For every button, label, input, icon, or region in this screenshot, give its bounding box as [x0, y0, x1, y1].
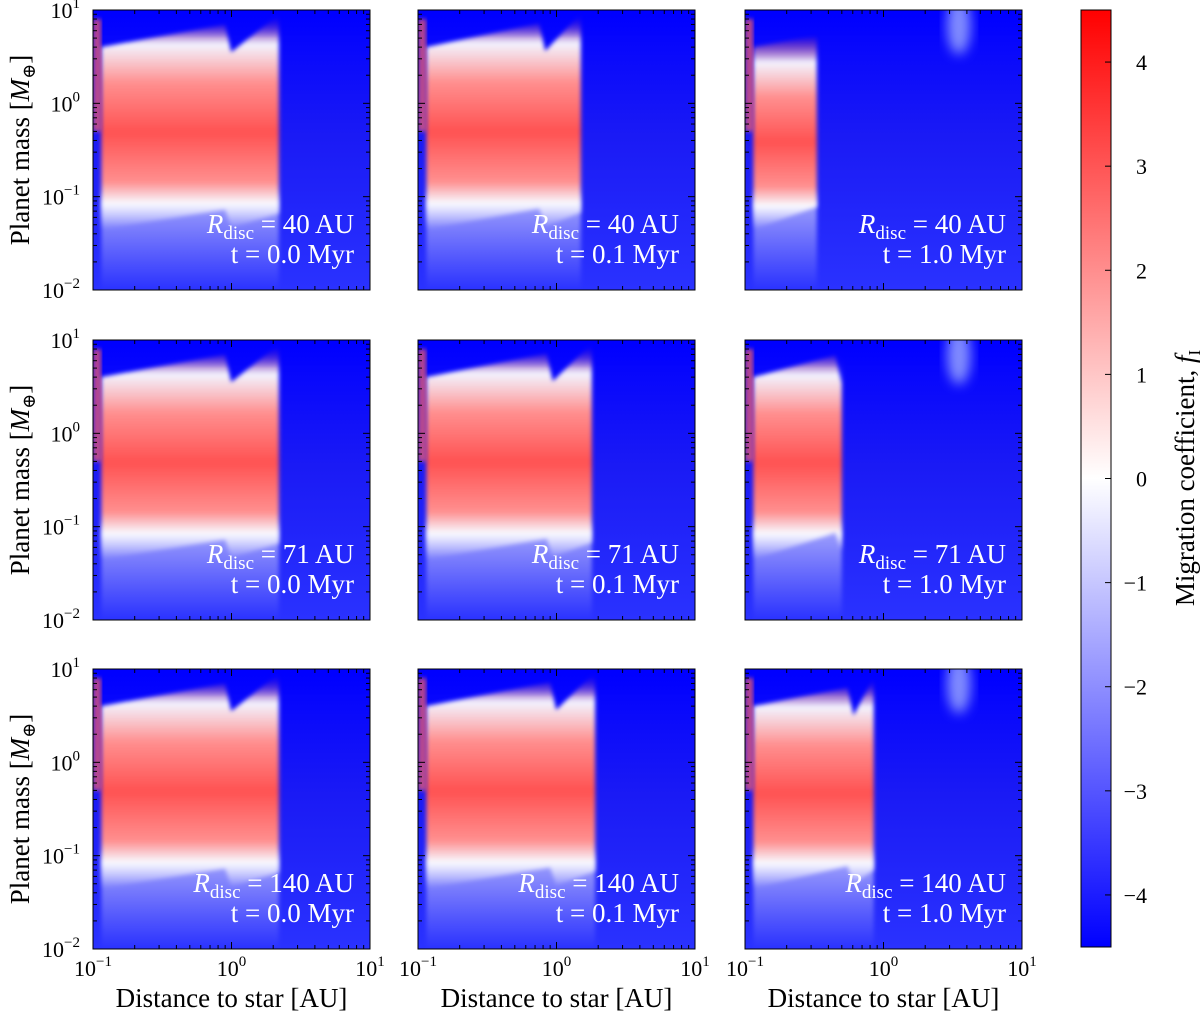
y-tick-label: 10−2 [42, 606, 80, 633]
panel-time-label: t = 0.0 Myr [231, 898, 354, 928]
panel-r1c2: Rdisc = 71 AUt = 1.0 Myr [744, 339, 1023, 621]
heatmap-positive-band [101, 673, 279, 889]
panel-ticks [744, 339, 1023, 621]
y-tick-label: 101 [51, 0, 81, 23]
colorbar-tick-label: −4 [1124, 883, 1147, 908]
panel-r2c1: Rdisc = 140 AUt = 0.1 Myr 10−1 100 101 [399, 668, 710, 981]
heatmap-positive-band [426, 13, 581, 230]
panel-disc-radius-label: Rdisc = 140 AU [844, 868, 1006, 903]
colorbar: 4 3 2 1 0 −1 −2 −3 −4 Migration coefficient, fI [1080, 9, 1200, 948]
x-axis-label: Distance to star [AU] [116, 983, 348, 1013]
panel-ticks [744, 668, 1023, 950]
x-tick-label: 100 [869, 954, 899, 981]
panel-r0c0: Rdisc = 40 AUt = 0.0 Myr 101 100 10−1 10−2 [42, 0, 371, 303]
colorbar-tick-label: −2 [1124, 675, 1147, 700]
y-tick-label: 100 [51, 748, 81, 775]
heatmap-inner-edge [418, 678, 427, 791]
heatmap-inner-edge [93, 678, 102, 791]
x-axis-label: Distance to star [AU] [768, 983, 1000, 1013]
panel-time-label: t = 1.0 Myr [883, 898, 1006, 928]
panel-ticks [92, 339, 371, 621]
panel-time-label: t = 1.0 Myr [883, 569, 1006, 599]
x-axis-label: Distance to star [AU] [441, 983, 673, 1013]
colorbar-label: Migration coefficient, fI [1170, 349, 1200, 606]
heatmap-faint-blob [946, 669, 971, 714]
heatmap-inner-edge [745, 678, 754, 791]
y-tick-label: 10−2 [42, 935, 80, 962]
heatmap-faint-blob [946, 340, 971, 385]
heatmap-positive-band [101, 14, 279, 230]
panel-time-label: t = 0.1 Myr [556, 239, 679, 269]
panel-r2c2: Rdisc = 140 AUt = 1.0 Myr 10−1 100 101 [726, 668, 1037, 981]
panel-time-label: t = 0.1 Myr [556, 569, 679, 599]
panel-ticks [744, 9, 1023, 291]
x-tick-label: 10−1 [726, 954, 764, 981]
y-axis-label: Planet mass [M⊕] [5, 55, 39, 246]
heatmap-inner-edge [745, 19, 754, 132]
heatmap-positive-band [101, 344, 279, 560]
y-tick-label: 10−2 [42, 276, 80, 303]
panel-time-label: t = 0.1 Myr [556, 898, 679, 928]
panel-ticks [92, 9, 371, 291]
panel-time-label: t = 1.0 Myr [883, 239, 1006, 269]
colorbar-tick-label: 3 [1136, 154, 1147, 179]
x-tick-label: 10−1 [74, 954, 112, 981]
heatmap-inner-edge [418, 19, 427, 132]
y-tick-label: 101 [51, 655, 81, 682]
heatmap-inner-edge [745, 349, 754, 462]
panel-ticks [417, 339, 696, 621]
heatmap-positive-band [753, 35, 817, 230]
axis-labels: Distance to star [AU] Distance to star [A… [5, 55, 999, 1013]
y-axis-label: Planet mass [M⊕] [5, 714, 39, 905]
heatmap-positive-band [426, 672, 596, 889]
panels-layer: Rdisc = 40 AUt = 0.0 Myr10110010−110−2Rd… [42, 0, 1037, 981]
panel-disc-radius-label: Rdisc = 71 AU [206, 539, 354, 574]
x-tick-label: 10−1 [399, 954, 437, 981]
y-tick-label: 100 [51, 89, 81, 116]
panel-ticks [417, 668, 696, 950]
panel-time-label: t = 0.0 Myr [231, 569, 354, 599]
panel-disc-radius-label: Rdisc = 40 AU [531, 209, 679, 244]
x-tick-label: 101 [680, 954, 710, 981]
heatmap-positive-band [753, 345, 842, 560]
panel-r1c1: Rdisc = 71 AUt = 0.1 Myr [417, 339, 696, 621]
y-axis-label: Planet mass [M⊕] [5, 385, 39, 576]
panel-ticks [92, 668, 371, 950]
colorbar-tick-label: 4 [1136, 50, 1147, 75]
panel-disc-radius-label: Rdisc = 140 AU [192, 868, 354, 903]
panel-r1c0: Rdisc = 71 AUt = 0.0 Myr 101 100 10−1 10−2 [42, 326, 371, 633]
panel-disc-radius-label: Rdisc = 71 AU [531, 539, 679, 574]
x-tick-label: 100 [217, 954, 247, 981]
panel-ticks [417, 9, 696, 291]
colorbar-tick-label: 1 [1136, 362, 1147, 387]
x-tick-label: 101 [1007, 954, 1037, 981]
colorbar-tick-label: −1 [1124, 571, 1147, 596]
panel-r0c1: Rdisc = 40 AUt = 0.1 Myr [417, 9, 696, 291]
heatmap-inner-edge [93, 349, 102, 462]
colorbar-tick-label: 0 [1136, 467, 1147, 492]
heatmap-faint-blob [946, 10, 971, 55]
y-tick-label: 10−1 [42, 842, 80, 869]
colorbar-ticks: 4 3 2 1 0 −1 −2 −3 −4 [1105, 50, 1147, 908]
panel-r2c0: Rdisc = 140 AUt = 0.0 Myr10110010−110−21… [42, 655, 385, 981]
heatmap-positive-band [426, 343, 592, 560]
heatmap-positive-band [753, 677, 874, 889]
panel-disc-radius-label: Rdisc = 40 AU [858, 209, 1006, 244]
y-tick-label: 101 [51, 326, 81, 353]
panel-disc-radius-label: Rdisc = 140 AU [517, 868, 679, 903]
x-tick-label: 100 [542, 954, 572, 981]
panel-disc-radius-label: Rdisc = 71 AU [858, 539, 1006, 574]
y-tick-label: 100 [51, 419, 81, 446]
panel-r0c2: Rdisc = 40 AUt = 1.0 Myr [744, 9, 1023, 291]
heatmap-inner-edge [93, 19, 102, 132]
panel-time-label: t = 0.0 Myr [231, 239, 354, 269]
colorbar-tick-label: 2 [1136, 258, 1147, 283]
y-tick-label: 10−1 [42, 513, 80, 540]
x-tick-label: 101 [355, 954, 385, 981]
panel-disc-radius-label: Rdisc = 40 AU [206, 209, 354, 244]
heatmap-inner-edge [418, 349, 427, 462]
y-tick-label: 10−1 [42, 183, 80, 210]
colorbar-tick-label: −3 [1124, 779, 1147, 804]
